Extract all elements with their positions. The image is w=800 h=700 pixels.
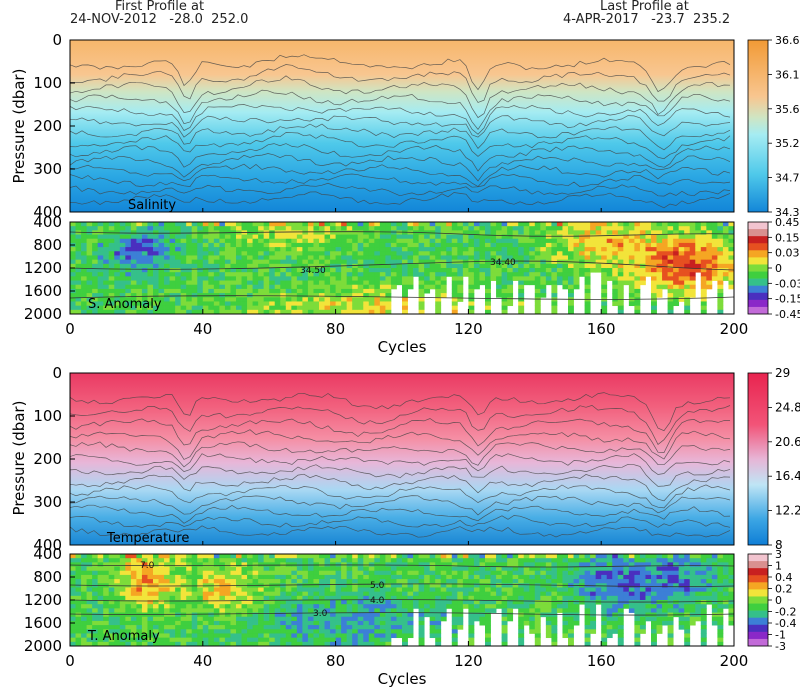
x-tick-label: 160 (587, 320, 616, 338)
ta-contour-label-3: 4.0 (370, 596, 385, 606)
colorbar-label: 3 (775, 548, 782, 561)
y-tick-label: 1200 (24, 591, 62, 609)
x-tick-label: 160 (587, 652, 616, 670)
first-profile-label: First Profile at (115, 0, 205, 14)
salinity-anomaly-panel: 34.50 34.40 S. Anomaly (69, 221, 735, 315)
salinity-anomaly-label: S. Anomaly (88, 297, 162, 312)
temperature-contours (70, 392, 731, 538)
temperature-colorbar: 29 24.8 20.6 16.4 12.2 8 (747, 366, 800, 552)
colorbar-label: -0.15 (775, 293, 800, 306)
temperature-y-axis-title: Pressure (dbar) (10, 401, 28, 516)
colorbar-label: 0.4 (775, 571, 793, 584)
salinity-panel: Salinity (69, 39, 735, 213)
colorbar-label: 16.4 (775, 469, 800, 483)
y-tick-label: 800 (33, 568, 62, 586)
colorbar-label: 0.2 (775, 583, 793, 596)
colorbar-label: 1 (775, 560, 782, 573)
salinity-anomaly-colorbar: 0.45 0.15 0.03 0 -0.03 -0.15 -0.45 (747, 216, 800, 321)
y-tick-label: 400 (33, 203, 62, 221)
colorbar-label: -0.45 (775, 308, 800, 321)
x-tick-label: 120 (454, 320, 483, 338)
y-tick-label: 400 (33, 545, 62, 563)
x-tick-label: 120 (454, 652, 483, 670)
last-profile-value: 4-APR-2017 -23.7 235.2 (563, 12, 731, 27)
y-tick-label: 800 (33, 236, 62, 254)
ta-contour-label-4: 3.0 (313, 609, 328, 619)
colorbar-label: 29 (775, 366, 790, 380)
temperature-anomaly-label: T. Anomaly (87, 629, 160, 644)
last-profile-label: Last Profile at (600, 0, 689, 14)
first-profile-value: 24-NOV-2012 -28.0 252.0 (70, 12, 249, 27)
sa-contour-label-2: 34.40 (490, 258, 516, 268)
colorbar-label: 8 (775, 538, 783, 552)
colorbar-label: 0 (775, 262, 782, 275)
colorbar-label: 0.03 (775, 247, 800, 260)
y-tick-label: 0 (52, 364, 62, 382)
colorbar-label: 0.15 (775, 231, 800, 244)
y-tick-label: 100 (33, 74, 62, 92)
ta-contour-label-2: 5.0 (370, 581, 385, 591)
y-tick-label: 0 (52, 31, 62, 49)
colorbar-label: 0.45 (775, 216, 800, 229)
temperature-panel: Temperature (69, 372, 735, 546)
colorbar-label: 34.3 (775, 206, 800, 219)
colorbar-label: 0 (775, 594, 782, 607)
salinity-y-axis-title: Pressure (dbar) (10, 69, 28, 184)
x-tick-label: 80 (326, 652, 345, 670)
y-tick-label: 200 (33, 117, 62, 135)
temperature-anomaly-panel: 7.0 5.0 4.0 3.0 T. Anomaly (69, 553, 735, 647)
temperature-label: Temperature (106, 531, 189, 546)
colorbar-label: 34.76 (775, 172, 800, 185)
salinity-contours (70, 54, 731, 209)
x-tick-label: 0 (65, 652, 75, 670)
salinity-colorbar: 36.6 36.14 35.68 35.22 34.76 34.3 (747, 34, 800, 219)
colorbar-label: -1 (775, 629, 786, 642)
y-tick-label: 200 (33, 450, 62, 468)
x-tick-label: 40 (193, 320, 212, 338)
y-tick-label: 1600 (24, 282, 62, 300)
temperature-anomaly-colorbar: 310.40.20-0.2-0.4-1-3 (747, 548, 796, 653)
x-tick-label: 40 (193, 652, 212, 670)
colorbar-label: 36.6 (775, 34, 800, 47)
colorbar-label: 20.6 (775, 435, 800, 449)
y-tick-label: 300 (33, 160, 62, 178)
y-tick-label: 1600 (24, 614, 62, 632)
salinity-field (70, 40, 734, 212)
colorbar-label: 12.2 (775, 504, 800, 518)
y-tick-label: 100 (33, 407, 62, 425)
y-tick-label: 400 (33, 213, 62, 231)
colorbar-label: 35.22 (775, 137, 800, 150)
ta-contour-label-1: 7.0 (140, 561, 155, 571)
colorbar-label: -0.03 (775, 277, 800, 290)
temperature-field (70, 373, 734, 545)
x-tick-label: 200 (720, 652, 749, 670)
colorbar-label: 36.14 (775, 68, 800, 81)
colorbar-label: -0.4 (775, 617, 796, 630)
x-axis-title: Cycles (378, 338, 427, 356)
x-tick-label: 80 (326, 320, 345, 338)
colorbar-label: -0.2 (775, 606, 796, 619)
y-tick-label: 2000 (24, 305, 62, 323)
salinity-label: Salinity (128, 198, 176, 213)
colorbar-label: 35.68 (775, 103, 800, 116)
x-tick-label: 0 (65, 320, 75, 338)
y-tick-label: 1200 (24, 259, 62, 277)
y-tick-label: 2000 (24, 637, 62, 655)
salinity-anomaly-field (70, 222, 734, 314)
colorbar-label: -3 (775, 640, 786, 653)
y-tick-label: 400 (33, 536, 62, 554)
temperature-anomaly-field (70, 554, 734, 646)
colorbar-label: 24.8 (775, 400, 800, 414)
y-tick-label: 300 (33, 493, 62, 511)
x-axis-title: Cycles (378, 670, 427, 688)
sa-contour-label-1: 34.50 (300, 266, 326, 276)
x-tick-label: 200 (720, 320, 749, 338)
